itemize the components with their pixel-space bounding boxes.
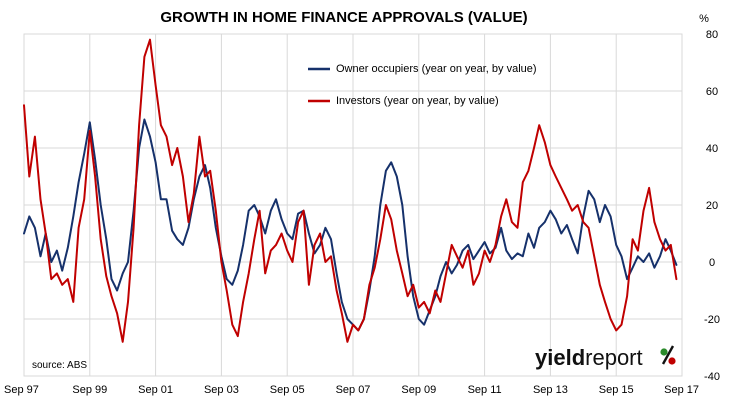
brand-wordmark: yieldreport <box>535 345 643 370</box>
brand-main: yield <box>535 345 585 370</box>
x-tick-label: Sep 05 <box>270 384 305 396</box>
legend: Owner occupiers (year on year, by value)… <box>308 63 537 107</box>
y-tick-label: 40 <box>706 143 718 155</box>
series-line-owner-occupiers <box>23 118 678 332</box>
x-tick-label: Sep 09 <box>401 384 436 396</box>
percent-logo-icon <box>660 345 676 365</box>
series-lines <box>23 38 678 343</box>
y-tick-label: 80 <box>706 29 718 41</box>
x-tick-label: Sep 13 <box>533 384 568 396</box>
y-tick-label: 0 <box>709 257 715 269</box>
chart-title: GROWTH IN HOME FINANCE APPROVALS (VALUE) <box>160 9 527 26</box>
x-tick-label: Sep 11 <box>468 384 502 396</box>
y-tick-label: -40 <box>704 371 720 383</box>
legend-label-investors: Investors (year on year, by value) <box>336 95 499 107</box>
x-tick-label: Sep 01 <box>138 384 173 396</box>
y-axis-tick-labels: 80 60 40 20 0 -20 -40 <box>704 29 720 383</box>
y-tick-label: -20 <box>704 314 720 326</box>
brand-logo: yieldreport <box>535 345 676 370</box>
x-axis-tick-labels: Sep 97 Sep 99 Sep 01 Sep 03 Sep 05 Sep 07 Sep … <box>4 384 699 396</box>
y-tick-label: 60 <box>706 86 718 98</box>
brand-sub: report <box>585 345 642 370</box>
y-tick-label: 20 <box>706 200 718 212</box>
x-tick-label: Sep 97 <box>4 384 39 396</box>
x-tick-label: Sep 03 <box>204 384 239 396</box>
source-note: source: ABS <box>32 360 87 371</box>
x-tick-label: Sep 07 <box>336 384 371 396</box>
x-tick-label: Sep 99 <box>72 384 107 396</box>
y-unit-label: % <box>699 13 709 25</box>
series-line-investors <box>23 38 678 343</box>
x-tick-label: Sep 17 <box>664 384 699 396</box>
legend-label-owner-occupiers: Owner occupiers (year on year, by value) <box>336 63 537 75</box>
x-tick-label: Sep 15 <box>599 384 634 396</box>
